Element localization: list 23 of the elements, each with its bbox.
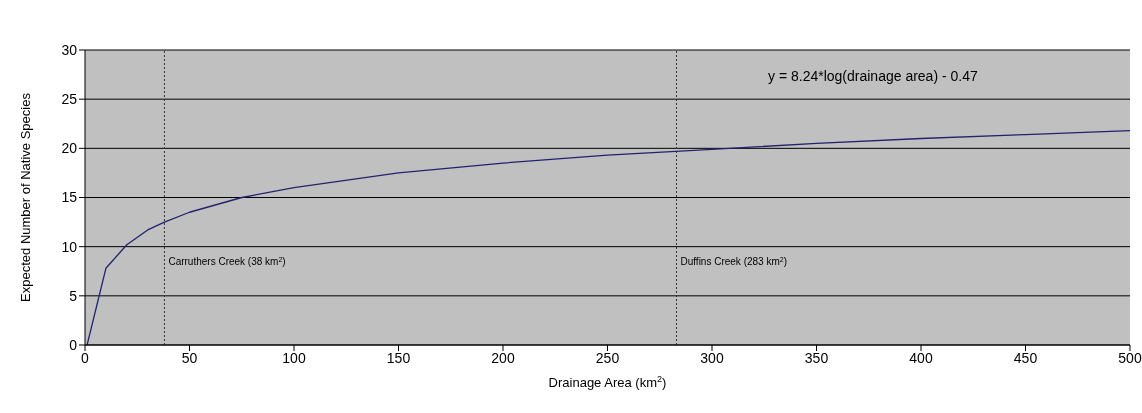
y-tick-label: 30 bbox=[61, 41, 78, 58]
x-tick-label: 200 bbox=[491, 349, 515, 366]
ref-line-label: Duffins Creek (283 km$^{2}$) bbox=[680, 255, 788, 268]
y-tick-label: 20 bbox=[61, 140, 78, 157]
x-tick-label: 350 bbox=[804, 349, 829, 366]
x-tick-label: 400 bbox=[909, 349, 933, 366]
x-tick-label: 450 bbox=[1013, 349, 1038, 366]
x-tick-label: 50 bbox=[181, 349, 198, 366]
annotation: y = 8.24*log(drainage area) - 0.47 bbox=[768, 68, 978, 84]
x-tick-label: 250 bbox=[595, 349, 620, 366]
x-tick-label: 150 bbox=[386, 349, 411, 366]
x-tick-label: 0 bbox=[81, 349, 90, 366]
x-tick-label: 100 bbox=[282, 349, 306, 366]
y-tick-label: 0 bbox=[69, 336, 78, 353]
y-tick-label: 15 bbox=[61, 189, 78, 206]
x-tick-label: 300 bbox=[700, 349, 724, 366]
y-tick-label: 10 bbox=[61, 238, 78, 255]
x-axis-title: Drainage Area (km$^{2}$) bbox=[548, 374, 667, 390]
y-axis-title: Expected Number of Native Species bbox=[18, 92, 33, 302]
x-tick-label: 500 bbox=[1118, 349, 1142, 366]
y-tick-label: 25 bbox=[61, 91, 78, 108]
y-tick-label: 5 bbox=[69, 287, 78, 304]
ref-line-label: Carruthers Creek (38 km$^{2}$) bbox=[168, 255, 286, 268]
